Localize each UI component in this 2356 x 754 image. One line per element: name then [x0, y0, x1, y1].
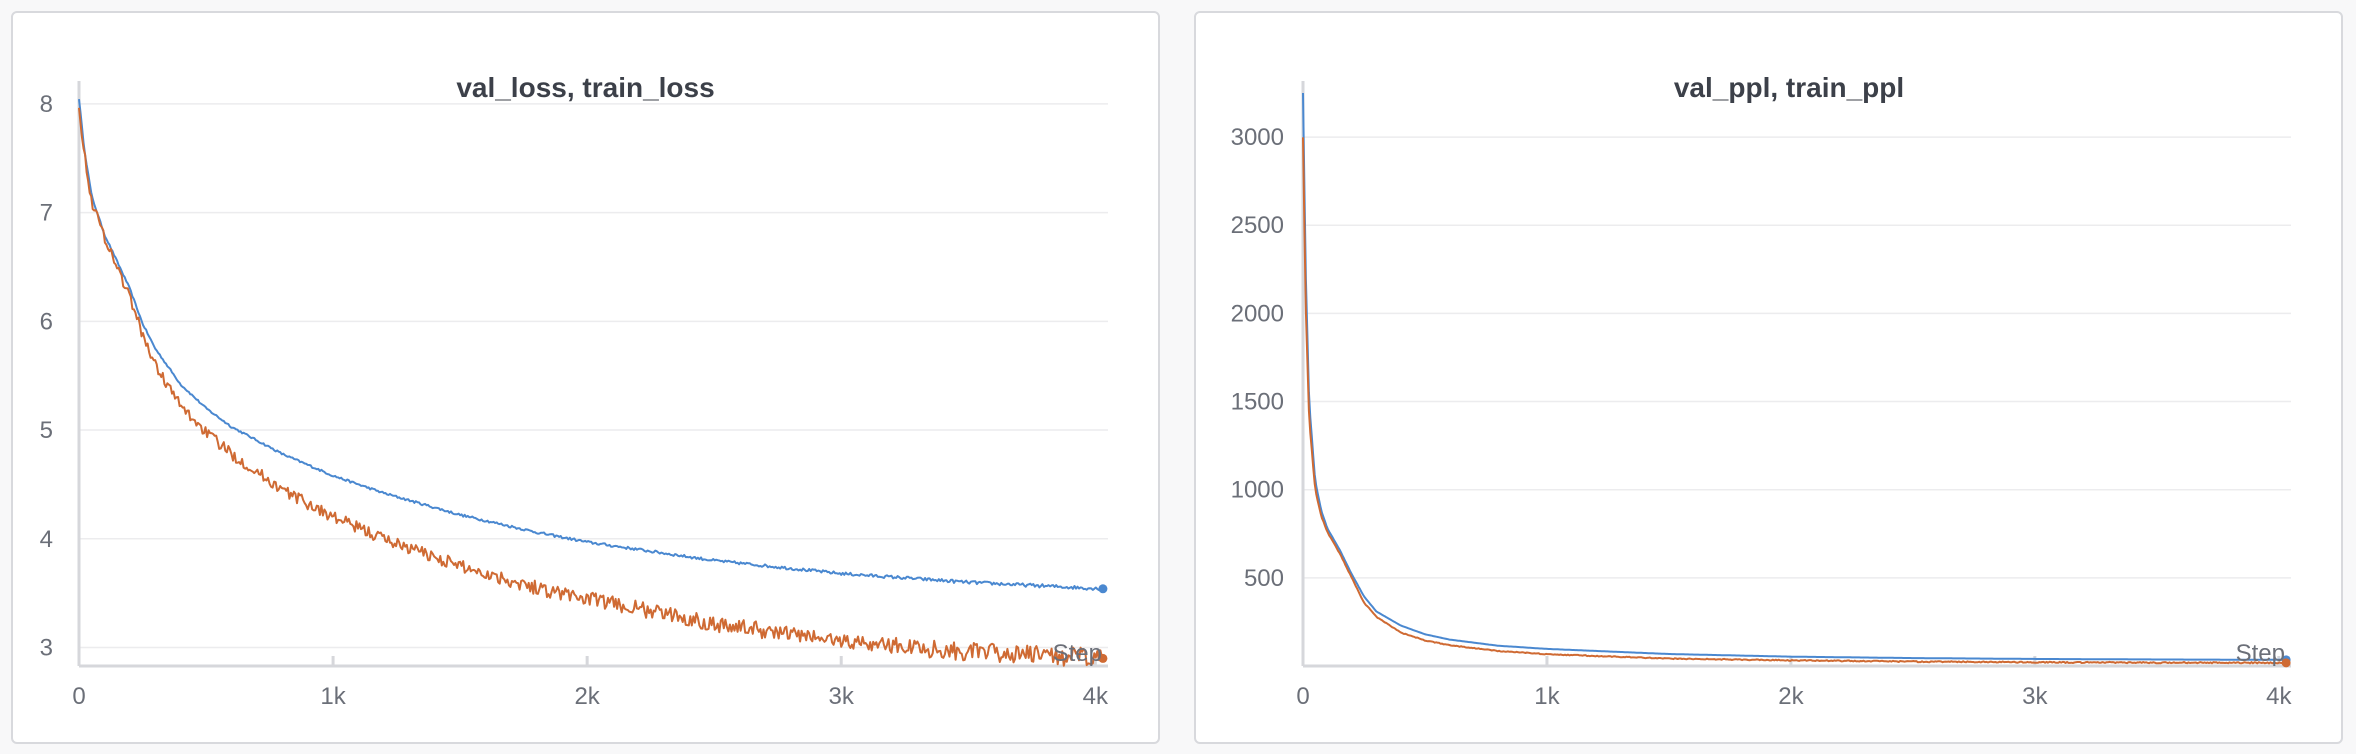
perplexity-chart: val_ppl, train_ppl 500 1000 1500 2000 2500 300… — [1231, 72, 2293, 710]
series-end-marker-train_loss — [1098, 653, 1108, 663]
y-tick-label: 2000 — [1231, 300, 1284, 327]
x-tick-label: 0 — [1296, 683, 1309, 710]
loss-chart: val_loss, train_loss 3 4 5 6 7 8 0 1k 2k 3k 4k Step — [40, 72, 1109, 710]
x-tick-label: 2k — [574, 683, 600, 710]
series-end-marker-train_ppl — [2281, 658, 2291, 668]
y-tick-label: 4 — [40, 526, 53, 553]
y-tick-label: 1000 — [1231, 477, 1284, 504]
y-tick-label: 3000 — [1231, 124, 1284, 151]
y-tick-label: 6 — [40, 308, 53, 335]
series-line-val_loss — [78, 98, 1104, 592]
x-tick-label: 0 — [72, 683, 85, 710]
y-tick-label: 8 — [40, 91, 53, 118]
x-tick-label: 4k — [2266, 683, 2292, 710]
y-tick-label: 3 — [40, 635, 53, 662]
x-tick-label: 2k — [1778, 683, 1804, 710]
y-tick-label: 2500 — [1231, 212, 1284, 239]
x-tick-label: 3k — [2022, 683, 2048, 710]
y-tick-label: 500 — [1244, 565, 1284, 592]
y-tick-label: 7 — [40, 200, 53, 227]
chart-title: val_ppl, train_ppl — [1674, 72, 1904, 103]
series-line-val_ppl — [1302, 92, 2287, 661]
x-tick-label: 1k — [1534, 683, 1560, 710]
x-tick-label: 3k — [829, 683, 855, 710]
x-axis-label: Step — [2236, 640, 2285, 667]
x-tick-label: 4k — [1083, 683, 1109, 710]
x-tick-label: 1k — [320, 683, 346, 710]
series-end-marker-val_loss — [1098, 584, 1108, 594]
y-tick-label: 5 — [40, 417, 53, 444]
chart-panel-loss: val_loss, train_loss 3 4 5 6 7 8 0 1k 2k 3k 4k Step — [11, 11, 1160, 744]
chart-panel-ppl: val_ppl, train_ppl 500 1000 1500 2000 2500 300… — [1194, 11, 2343, 744]
x-axis-label: Step — [1053, 640, 1102, 667]
chart-title: val_loss, train_loss — [456, 72, 714, 103]
y-tick-label: 1500 — [1231, 389, 1284, 416]
series-line-train_ppl — [1302, 137, 2287, 665]
series-line-train_loss — [78, 107, 1104, 667]
